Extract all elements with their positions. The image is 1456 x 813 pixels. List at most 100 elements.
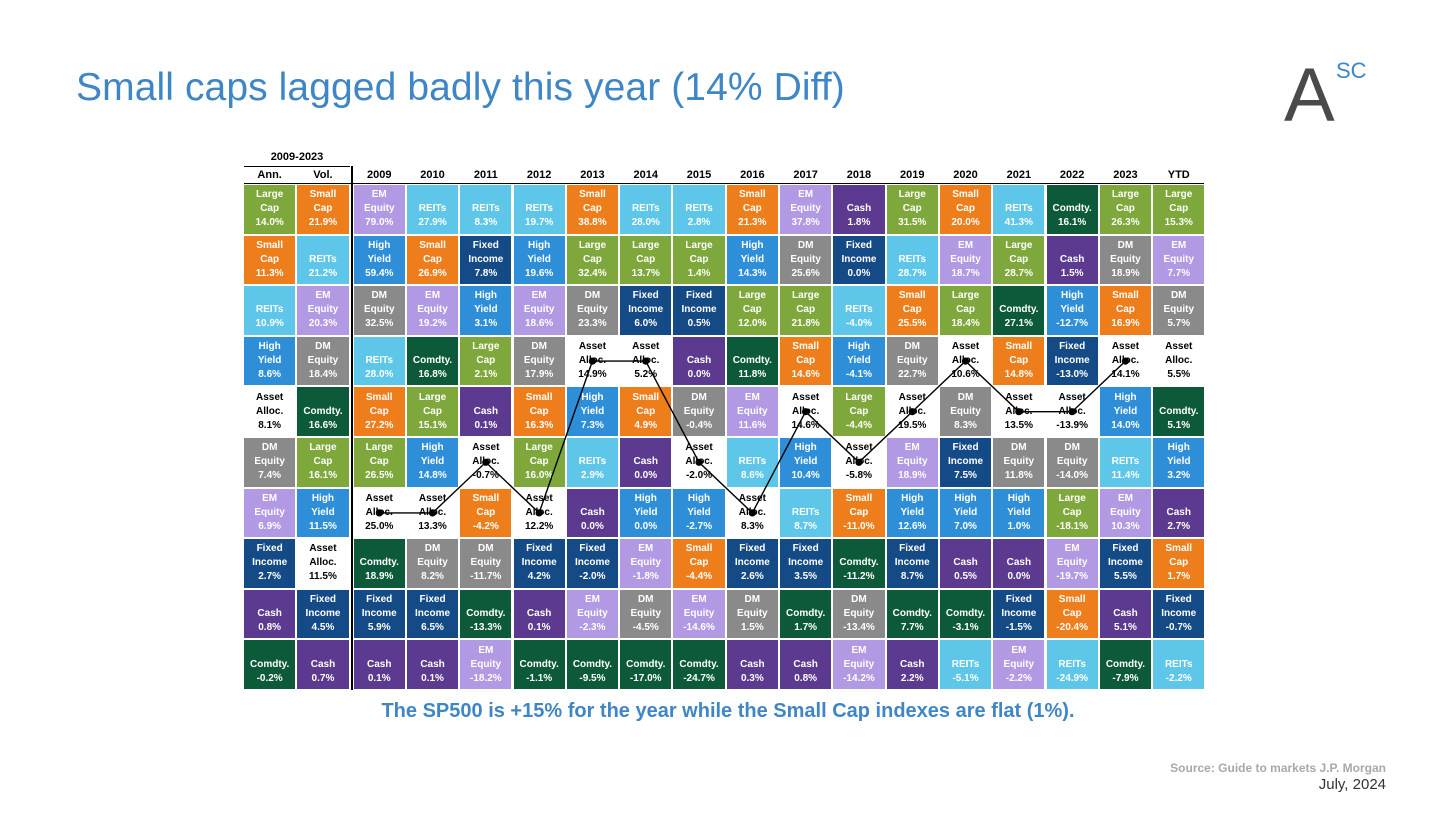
asset-cell: DM Equity 18.9% — [1099, 235, 1152, 285]
asset-label: High — [421, 442, 444, 454]
asset-label: Alloc. — [418, 506, 447, 518]
asset-label: Large — [309, 442, 337, 454]
asset-label: Equity — [843, 658, 875, 670]
asset-label: Cap — [742, 203, 762, 215]
asset-label: Equity — [307, 355, 339, 367]
asset-label: Small — [472, 492, 500, 504]
asset-label: Comdty. — [1159, 405, 1199, 417]
asset-label: Asset — [738, 492, 766, 504]
asset-cell: DM Equity 17.9% — [513, 336, 565, 386]
asset-label: Asset — [472, 442, 500, 454]
asset-cell: .Comdty.-7.9% — [1099, 640, 1152, 689]
asset-cell: Asset Alloc. 14.1% — [1099, 336, 1152, 386]
return-value: 11.4% — [1111, 470, 1140, 482]
asset-label: Small — [309, 189, 337, 201]
asset-cell: Fixed Income 0.0% — [833, 235, 885, 285]
asset-cell: EM Equity -14.2% — [833, 640, 885, 689]
asset-label: Income — [305, 608, 341, 620]
asset-label: Cash — [1059, 253, 1085, 265]
asset-label: REITs — [365, 355, 394, 367]
asset-cell: .Comdty.27.1% — [993, 286, 1045, 335]
asset-label: Fixed — [845, 239, 872, 251]
return-value: 8.6% — [740, 470, 764, 482]
return-value: 0.1% — [527, 622, 551, 634]
asset-cell: Fixed Income 2.7% — [244, 539, 296, 588]
asset-label: Comdty. — [466, 608, 506, 620]
asset-label: EM — [744, 391, 760, 403]
return-value: 18.6% — [524, 318, 554, 330]
asset-label: Yield — [793, 456, 818, 468]
asset-label: DM — [1011, 442, 1027, 454]
asset-label: Fixed — [899, 543, 926, 555]
asset-label: EM — [478, 644, 494, 656]
asset-label: Small — [632, 391, 660, 403]
asset-label: REITs — [1164, 658, 1193, 670]
return-value: 19.7% — [524, 217, 554, 229]
asset-cell: Large Cap 18.4% — [939, 286, 992, 335]
asset-label: Alloc. — [256, 405, 284, 417]
asset-label: Income — [1001, 608, 1037, 620]
asset-cell: Small Cap 4.9% — [620, 387, 672, 436]
return-value: -11.7% — [470, 571, 502, 583]
asset-label: Comdty. — [1052, 203, 1092, 215]
asset-cell: EM Equity 11.6% — [726, 387, 778, 436]
brand-logo: A SC — [1284, 58, 1374, 134]
asset-cell: High Yield 3.2% — [1153, 438, 1205, 487]
asset-label: Equity — [896, 456, 928, 468]
asset-label: REITs — [1058, 658, 1086, 670]
return-value: 18.9% — [1111, 267, 1140, 279]
asset-label: Cash — [793, 658, 818, 670]
asset-label: Income — [734, 557, 770, 569]
return-value: 6.5% — [421, 622, 444, 634]
return-value: -13.4% — [843, 622, 875, 634]
asset-cell: Fixed Income 4.2% — [513, 539, 565, 588]
return-value: 11.5% — [309, 571, 337, 583]
asset-cell: High Yield 14.8% — [406, 438, 459, 487]
asset-label: DM — [478, 543, 494, 555]
return-value: 1.7% — [794, 622, 818, 634]
asset-label: Equity — [1056, 557, 1088, 569]
asset-cell: Large Cap 16.0% — [513, 438, 565, 487]
asset-label: Cap — [956, 203, 975, 215]
asset-label: Yield — [953, 506, 978, 518]
asset-label: High — [1114, 391, 1137, 403]
asset-cell: Fixed Income 5.5% — [1099, 539, 1152, 588]
asset-cell: DM Equity -11.7% — [460, 539, 512, 588]
asset-label: Equity — [254, 506, 285, 518]
return-value: 28.7% — [1004, 267, 1034, 279]
asset-cell: Fixed Income -13.0% — [1046, 336, 1098, 386]
return-value: 22.7% — [898, 369, 927, 381]
asset-label: Equity — [683, 405, 715, 417]
asset-label: Equity — [843, 608, 875, 620]
asset-cell: Asset Alloc. -0.7% — [460, 438, 512, 487]
asset-cell: Large Cap 15.1% — [406, 387, 459, 436]
asset-label: Equity — [630, 608, 662, 620]
asset-cell: .REITs-4.0% — [833, 286, 885, 335]
asset-label: EM — [691, 594, 707, 606]
asset-label: Alloc. — [525, 506, 553, 518]
asset-label: Yield — [1113, 405, 1138, 417]
asset-label: Income — [841, 253, 877, 265]
return-value: 1.5% — [740, 622, 764, 634]
asset-label: Fixed — [1112, 543, 1139, 555]
asset-cell: Asset Alloc. 14.6% — [780, 387, 832, 436]
asset-label: Fixed — [472, 239, 499, 251]
asset-label: Income — [948, 456, 984, 468]
asset-label: Comdty. — [1105, 658, 1146, 670]
return-value: 8.1% — [258, 419, 282, 431]
column-header: 2015 — [686, 169, 712, 181]
asset-label: Cash — [953, 557, 978, 569]
return-value: 3.2% — [1167, 470, 1191, 482]
asset-label: Yield — [687, 506, 711, 518]
slide-title: Small caps lagged badly this year (14% D… — [76, 66, 845, 109]
asset-cell: DM Equity -14.0% — [1046, 438, 1098, 487]
return-value: 11.8% — [738, 369, 767, 381]
asset-cell: Fixed Income 6.0% — [620, 286, 672, 335]
asset-label: Fixed — [685, 290, 713, 302]
